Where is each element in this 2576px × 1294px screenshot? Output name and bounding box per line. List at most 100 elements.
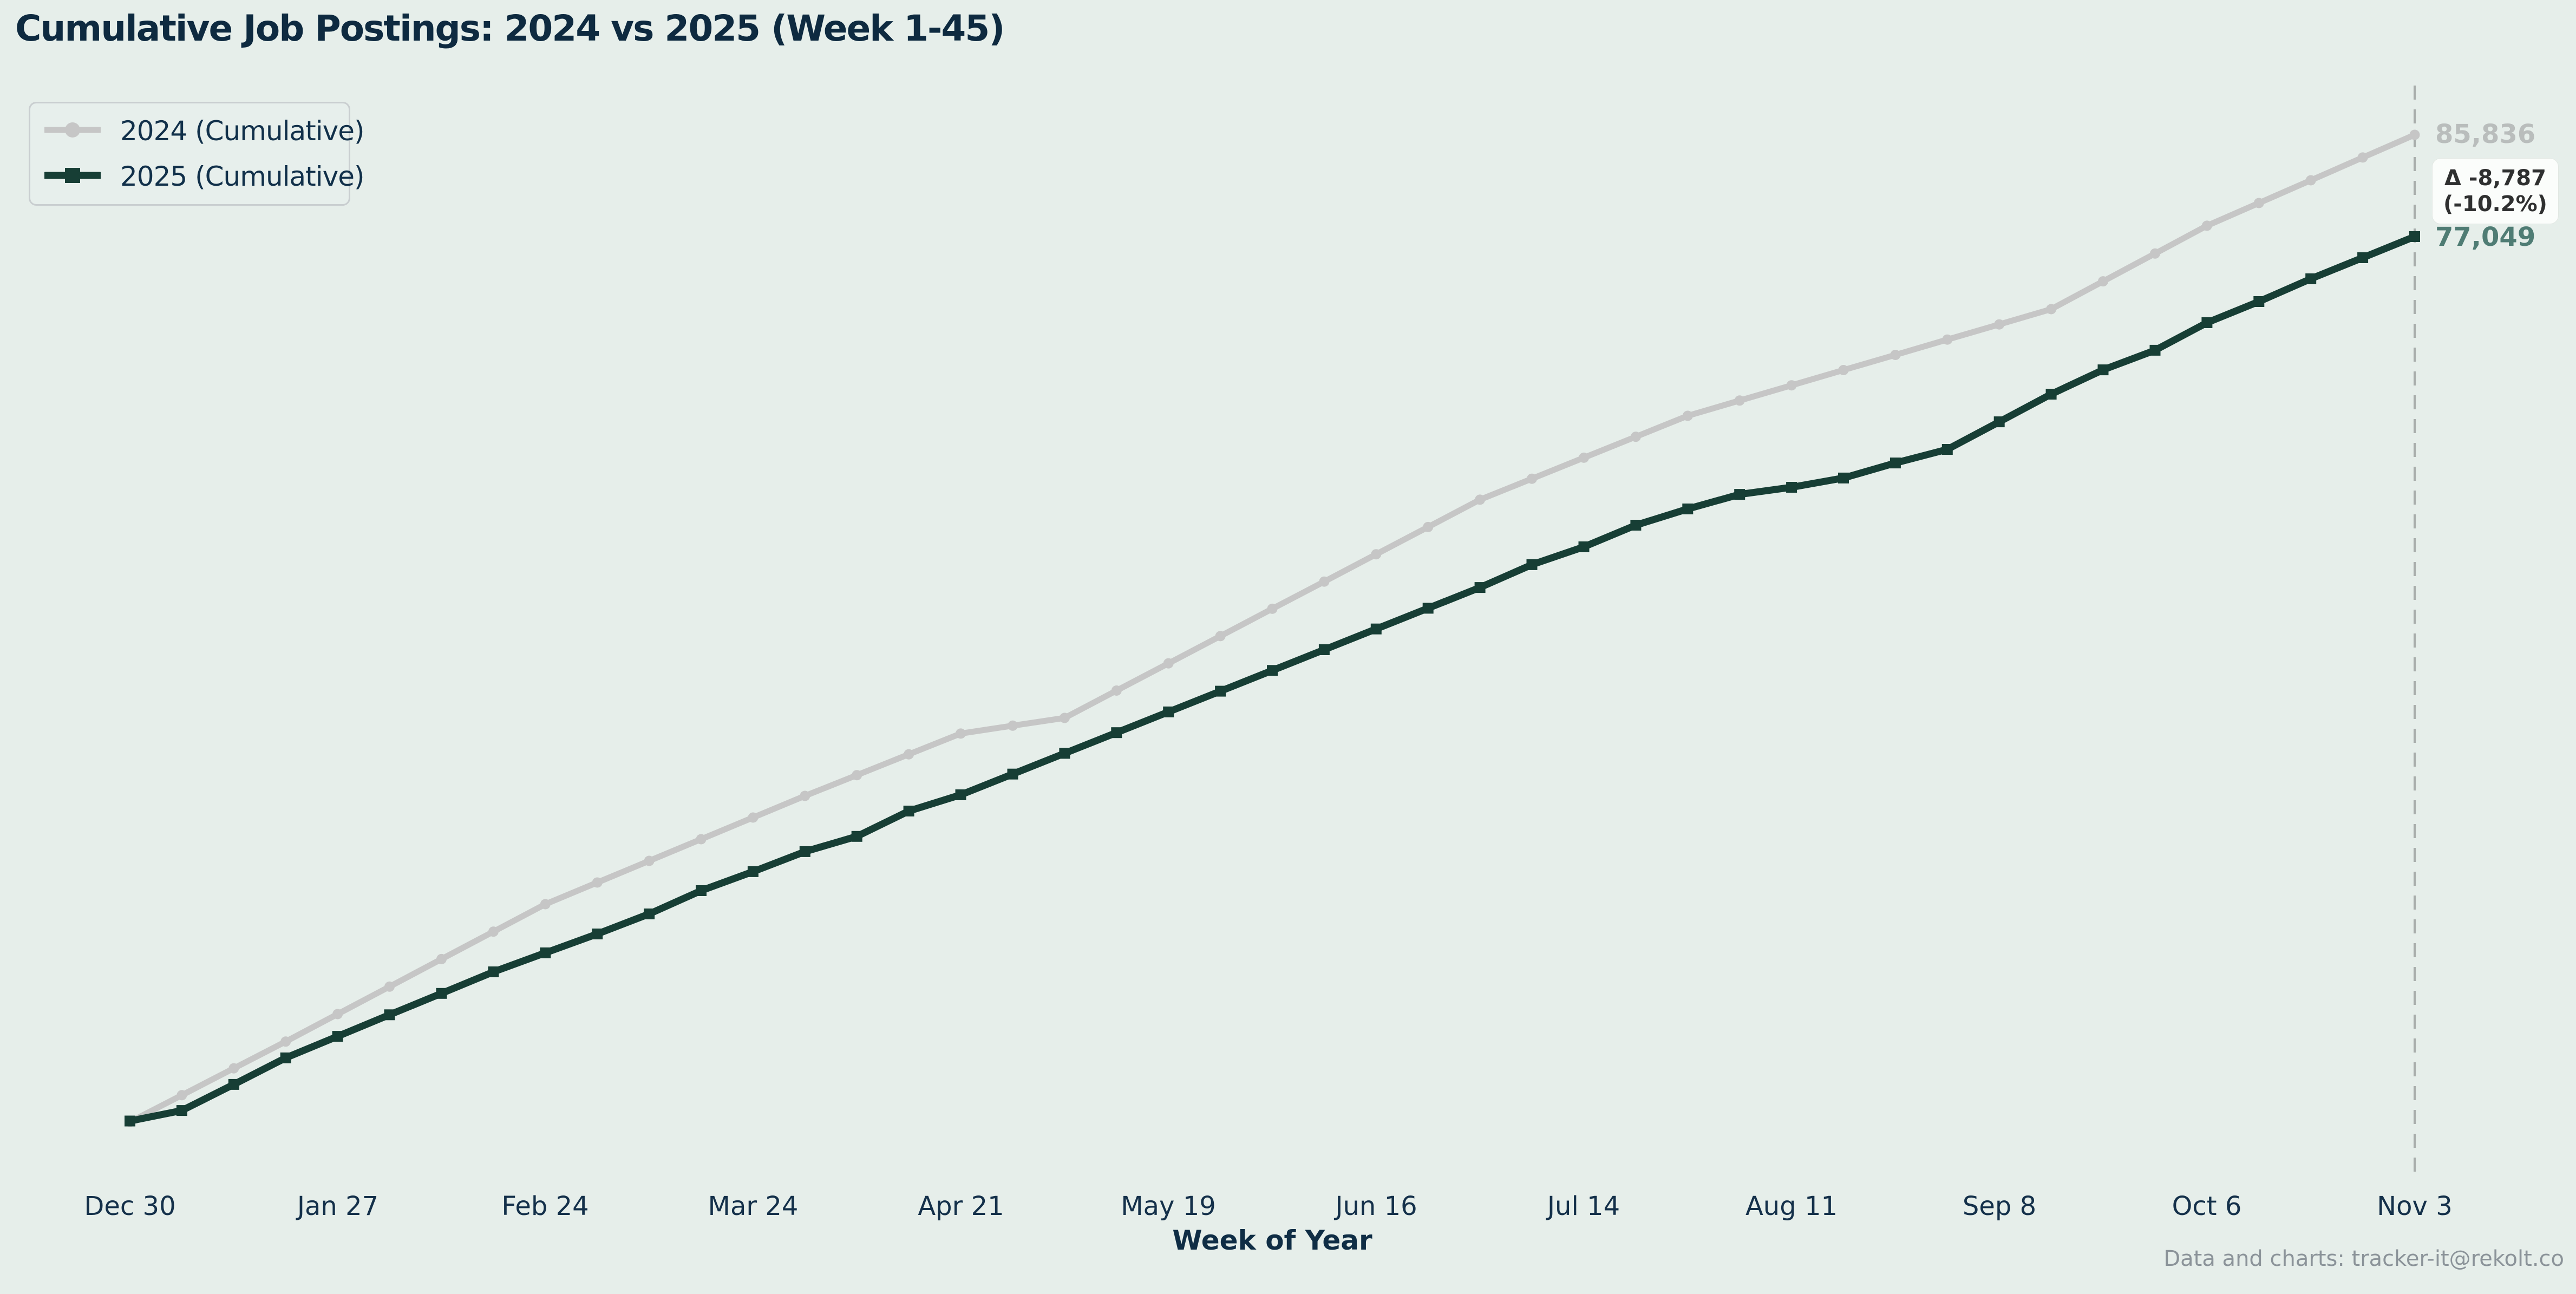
legend-item-2025: 2025 (Cumulative) [42,158,365,195]
data-point-2024 [1475,494,1486,505]
data-point-2024 [1786,380,1797,391]
data-point-2025 [2201,317,2213,328]
x-tick-label: Nov 3 [2377,1191,2453,1221]
data-point-2024 [1682,410,1693,421]
data-point-2024 [1630,432,1641,442]
data-point-2025 [1007,768,1018,780]
delta-percent: (-10.2%) [2443,192,2547,217]
data-point-2025 [851,831,862,842]
data-point-2024 [644,855,655,866]
data-point-2024 [2046,304,2057,315]
data-point-2025 [2045,389,2057,400]
data-point-2024 [280,1036,291,1047]
data-point-2024 [1579,452,1589,463]
x-tick-label: Mar 24 [708,1191,799,1221]
data-point-2024 [592,877,603,888]
x-tick-label: Aug 11 [1745,1191,1838,1221]
data-point-2025 [228,1079,239,1090]
data-point-2025 [2409,231,2420,242]
data-point-2024 [1994,319,2005,330]
x-axis-title: Week of Year [1172,1225,1372,1256]
x-tick-label: Apr 21 [918,1191,1004,1221]
data-point-2025 [1682,504,1694,514]
data-point-2024 [1267,603,1278,614]
legend-item-2024: 2024 (Cumulative) [42,112,365,150]
series-line-2024 [127,132,2418,1125]
data-point-2025 [1059,748,1070,759]
data-point-2025 [1838,472,1849,483]
legend-marker-2024-icon [42,117,103,145]
legend: 2024 (Cumulative) 2025 (Cumulative) [29,102,365,206]
data-point-2025 [1474,582,1486,593]
data-point-2024 [852,770,862,781]
data-point-2025 [332,1031,343,1042]
data-point-2025 [747,866,759,877]
data-point-2024 [1215,631,1226,642]
legend-label-2025: 2025 (Cumulative) [120,161,365,192]
data-point-2024 [1838,365,1849,375]
data-point-2025 [540,947,551,958]
data-point-2025 [592,929,603,939]
data-point-2025 [644,909,655,919]
data-point-2025 [280,1052,291,1063]
legend-marker-2025-icon [42,162,103,191]
x-tick-label: Jun 16 [1335,1191,1417,1221]
data-point-2025 [1786,482,1797,493]
data-point-2024 [2305,175,2316,186]
data-point-2024 [2357,152,2368,163]
data-point-2024 [1734,395,1745,406]
data-point-2025 [1111,727,1122,739]
footer-credit: Data and charts: tracker-it@rekolt.co [2163,1246,2564,1271]
data-point-2024 [1423,521,1434,532]
x-tick-label: Jan 27 [297,1191,379,1221]
x-tick-label: May 19 [1121,1191,1216,1221]
data-point-2025 [955,789,966,800]
x-tick-label: Dec 30 [84,1191,176,1221]
data-point-2024 [1890,350,1901,360]
data-point-2024 [436,953,447,964]
data-point-2024 [1008,720,1018,731]
data-point-2024 [176,1090,187,1101]
data-point-2025 [1993,416,2005,428]
data-point-2025 [1941,444,1953,455]
data-point-2025 [1163,706,1174,717]
data-point-2024 [1942,334,1953,345]
data-point-2025 [2253,296,2265,307]
page-title: Cumulative Job Postings: 2024 vs 2025 (W… [15,8,1005,49]
data-point-2024 [2409,129,2420,140]
data-point-2024 [228,1063,239,1074]
data-point-2024 [2201,220,2212,231]
data-point-2024 [1371,549,1382,560]
data-point-2025 [1734,489,1745,500]
data-point-2025 [799,846,810,857]
data-point-2024 [1059,713,1070,723]
data-point-2025 [1422,603,1434,614]
x-tick-label: Feb 24 [501,1191,589,1221]
legend-label-2024: 2024 (Cumulative) [120,115,365,147]
data-point-2024 [2150,248,2160,259]
data-point-2025 [176,1105,187,1116]
data-point-2024 [488,926,499,937]
data-point-2024 [1527,473,1537,484]
data-point-2025 [696,885,707,896]
data-point-2025 [1215,685,1226,697]
data-point-2025 [2305,273,2317,284]
data-point-2025 [2097,364,2109,376]
data-point-2025 [436,988,447,999]
data-point-2024 [1163,658,1174,669]
data-point-2024 [904,749,914,760]
data-point-2025 [1526,559,1538,570]
data-point-2025 [903,806,914,816]
data-point-2024 [2253,198,2264,208]
data-point-2025 [2357,252,2369,263]
data-point-2025 [2149,344,2161,356]
end-value-2025: 77,049 [2435,222,2536,252]
data-point-2025 [1578,541,1590,552]
data-point-2025 [488,966,499,977]
data-point-2025 [125,1115,135,1127]
data-point-2024 [800,790,810,801]
data-point-2024 [748,812,759,823]
x-tick-label: Sep 8 [1962,1191,2037,1221]
